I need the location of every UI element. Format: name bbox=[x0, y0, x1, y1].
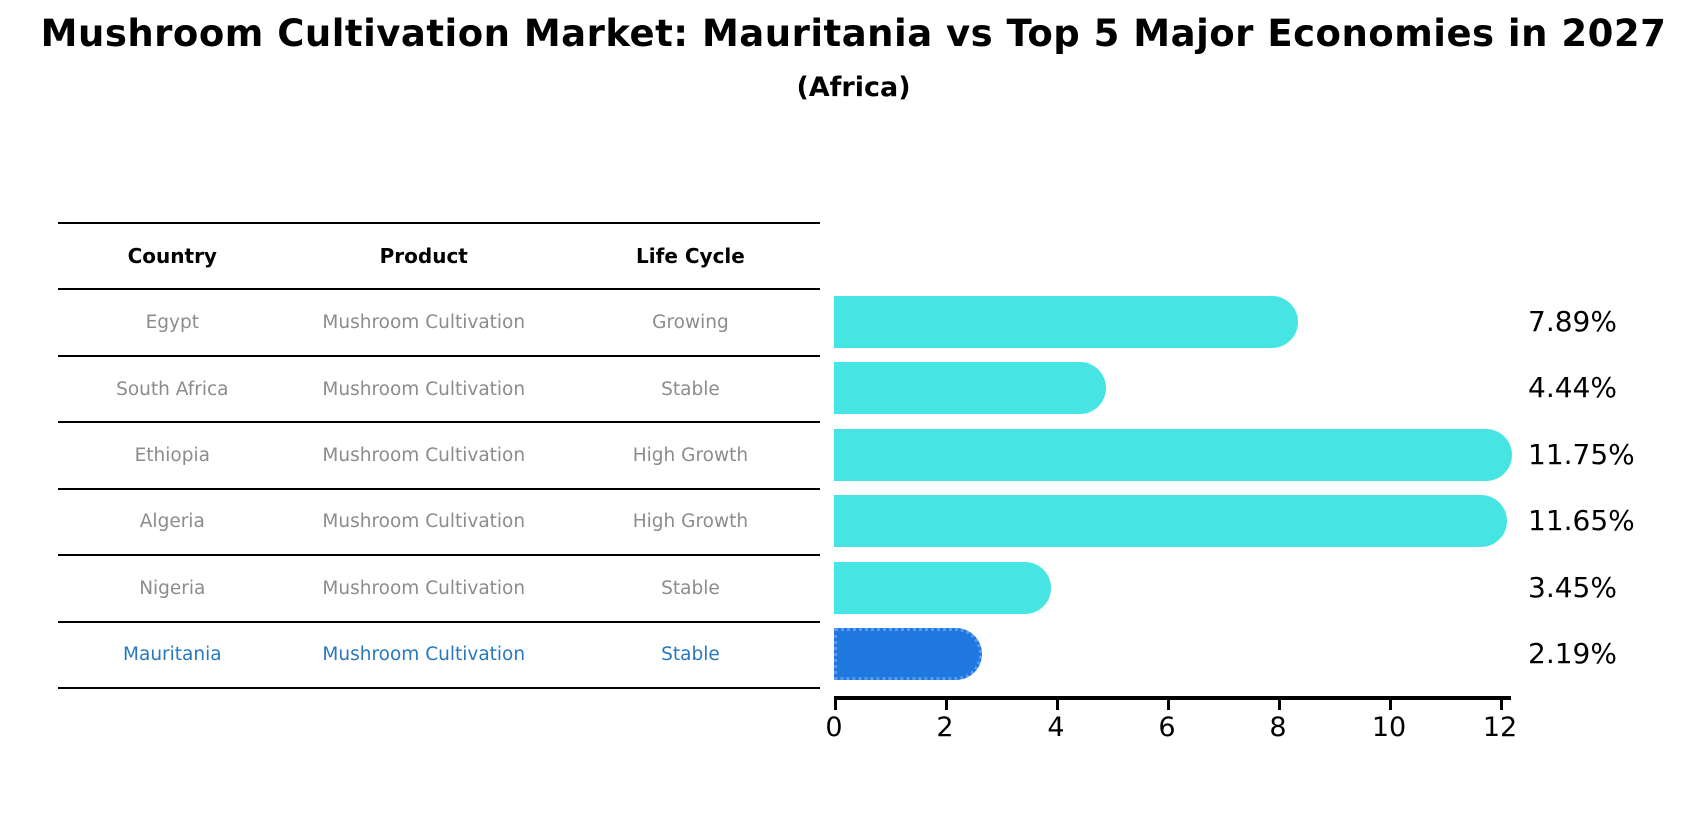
table-row-algeria: Algeria Mushroom Cultivation High Growth bbox=[58, 490, 820, 557]
cell-product: Mushroom Cultivation bbox=[322, 378, 526, 400]
table-row-nigeria: Nigeria Mushroom Cultivation Stable bbox=[58, 556, 820, 623]
x-axis-tick bbox=[945, 700, 948, 710]
cell-country: Ethiopia bbox=[134, 444, 210, 466]
bar-nigeria bbox=[834, 561, 1052, 614]
cell-life-cycle: Stable bbox=[661, 378, 720, 400]
cell-country: Egypt bbox=[145, 312, 199, 334]
cell-life-cycle: Growing bbox=[652, 312, 729, 334]
country-table: Country Product Life Cycle Egypt Mushroo… bbox=[58, 222, 820, 689]
cell-country: Algeria bbox=[139, 511, 205, 533]
chart-title: Mushroom Cultivation Market: Mauritania … bbox=[40, 12, 1667, 55]
value-label: 7.89% bbox=[1528, 305, 1617, 338]
bar-south-africa bbox=[834, 362, 1107, 415]
x-axis-tick-label: 10 bbox=[1371, 712, 1407, 743]
cell-life-cycle: Stable bbox=[661, 644, 720, 666]
cell-product: Mushroom Cultivation bbox=[322, 444, 526, 466]
x-axis-tick bbox=[1389, 700, 1392, 710]
cell-life-cycle: High Growth bbox=[632, 511, 749, 533]
col-header-product: Product bbox=[379, 244, 468, 269]
cell-country: Mauritania bbox=[123, 644, 222, 666]
table-row-egypt: Egypt Mushroom Cultivation Growing bbox=[58, 290, 820, 357]
x-axis-tick bbox=[1167, 700, 1170, 710]
x-axis-tick-label: 12 bbox=[1482, 712, 1518, 743]
cell-product: Mushroom Cultivation bbox=[322, 312, 526, 334]
bar-egypt bbox=[834, 296, 1298, 348]
table-row-ethiopia: Ethiopia Mushroom Cultivation High Growt… bbox=[58, 423, 820, 490]
value-label: 4.44% bbox=[1528, 371, 1617, 405]
x-axis-tick bbox=[834, 700, 837, 710]
x-axis-tick-label: 2 bbox=[936, 712, 954, 743]
cell-country: South Africa bbox=[116, 378, 229, 400]
bar-chart: 7.89% 4.44% 11.75% 11.65% 3.45% 2.19% 0 … bbox=[825, 222, 1707, 823]
cell-product: Mushroom Cultivation bbox=[322, 511, 526, 533]
x-axis-tick bbox=[1056, 700, 1059, 710]
cell-product: Mushroom Cultivation bbox=[322, 577, 526, 599]
table-row-south-africa: South Africa Mushroom Cultivation Stable bbox=[58, 357, 820, 424]
x-axis-tick bbox=[1500, 700, 1503, 710]
bar-mauritania bbox=[834, 628, 982, 680]
value-label: 2.19% bbox=[1528, 637, 1617, 670]
cell-life-cycle: High Growth bbox=[632, 444, 749, 466]
value-label: 11.75% bbox=[1528, 437, 1635, 471]
x-axis-tick bbox=[1278, 700, 1281, 710]
col-header-country: Country bbox=[127, 244, 217, 269]
chart-subtitle: (Africa) bbox=[796, 72, 911, 103]
bar-algeria bbox=[834, 495, 1507, 548]
cell-life-cycle: Stable bbox=[661, 577, 720, 599]
x-axis-tick-label: 4 bbox=[1047, 712, 1065, 743]
value-label: 3.45% bbox=[1528, 570, 1617, 604]
x-axis-tick-label: 8 bbox=[1269, 712, 1287, 743]
value-label: 11.65% bbox=[1528, 504, 1635, 538]
x-axis-line bbox=[834, 696, 1512, 700]
cell-product: Mushroom Cultivation bbox=[322, 644, 526, 666]
table-row-mauritania: Mauritania Mushroom Cultivation Stable bbox=[58, 623, 820, 689]
bar-ethiopia bbox=[834, 428, 1513, 481]
cell-country: Nigeria bbox=[139, 577, 206, 599]
x-axis-tick-label: 6 bbox=[1158, 712, 1176, 743]
col-header-life-cycle: Life Cycle bbox=[636, 244, 745, 269]
table-header-row: Country Product Life Cycle bbox=[58, 224, 820, 291]
x-axis-tick-label: 0 bbox=[825, 712, 843, 743]
